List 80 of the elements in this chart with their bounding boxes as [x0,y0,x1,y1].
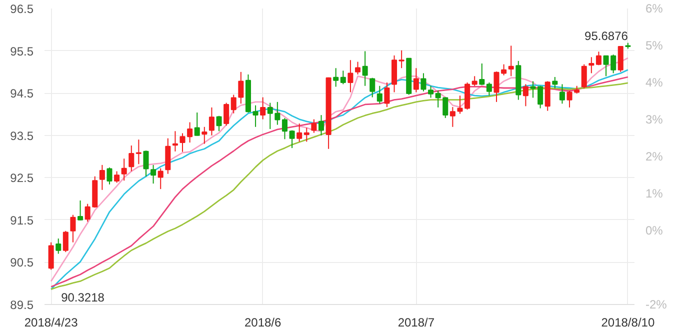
candlestick [596,51,602,66]
y-tick-label: 90.5 [10,256,34,270]
candlestick [121,158,127,182]
candlestick [216,115,222,132]
y-tick-label: 91.5 [10,213,34,228]
y2-tick-label: 6% [646,2,664,16]
candlestick [318,114,324,136]
candlestick [340,70,346,85]
y-tick-label: 92.5 [10,171,34,186]
y-tick-label: 95.5 [10,44,34,58]
candlestick [274,101,280,126]
candlestick [143,150,149,177]
candlestick [304,127,310,142]
x-tick-label: 2018/4/23 [24,316,78,330]
candlestick [552,76,558,89]
candlestick [165,138,171,174]
y2-tick-label: 2% [646,150,664,164]
candlestick [158,168,164,190]
candlestick [354,61,361,75]
candlestick [252,104,258,128]
candlestick [588,56,594,74]
y-tick-label: 89.5 [10,298,34,312]
candlestick [230,94,236,114]
y2-tick-label: 0% [646,224,664,238]
candlestick [114,170,120,184]
candlestick [99,164,105,190]
y-tick-label: 96.5 [10,2,34,16]
candlestick [384,82,390,108]
candlestick [479,62,485,86]
annotation: 90.3218 [61,290,105,305]
candlestick [618,46,624,72]
y-tick-label: 94.5 [10,86,34,101]
candlestick [202,126,208,144]
candlestick [333,68,339,88]
candlestick [362,50,368,86]
candlestick [428,85,434,98]
candlestick [128,145,134,172]
y-tick-label: 93.5 [10,128,34,143]
candlestick [370,77,376,98]
candlestick [238,71,244,104]
candlestick [398,50,404,69]
y2-tick-label: 4% [646,76,664,90]
candlestick [450,106,456,128]
candlestick [508,45,514,77]
candlestick [376,85,382,104]
x-tick-label: 2018/6 [244,316,282,330]
annotation: 95.6876 [584,28,628,43]
candlestick [348,60,354,93]
candlestick [224,102,230,126]
x-tick-label: 2018/8/10 [601,316,655,330]
candlestick [194,112,200,136]
candlestick [70,214,76,243]
candlestick [486,82,492,96]
candlestick [260,96,266,120]
y2-tick-label: 1% [646,186,664,200]
candlestick [62,230,68,253]
candlestick [48,242,54,270]
candlestick [282,118,288,140]
candlestick [267,102,273,130]
candlestick [78,200,84,221]
candlestick [311,118,317,134]
candlestick [136,139,142,165]
candlestick [289,130,295,149]
y2-tick-label: 5% [646,38,664,52]
candlestick [150,164,156,184]
candlestick [472,76,478,86]
candlestick [413,68,419,93]
candlestick [559,84,565,104]
candlestick [522,84,528,107]
candlestick [296,123,302,142]
y2-tick-label: -2% [646,298,668,312]
candlestick [56,238,62,254]
candlestick [172,130,178,152]
candlestick [581,64,587,89]
candlestick [208,106,214,136]
candlestick [106,166,112,185]
y2-tick-label: 3% [646,112,664,126]
candlestick [457,95,463,114]
x-tick-label: 2018/7 [398,316,435,330]
candlestick [420,72,426,92]
